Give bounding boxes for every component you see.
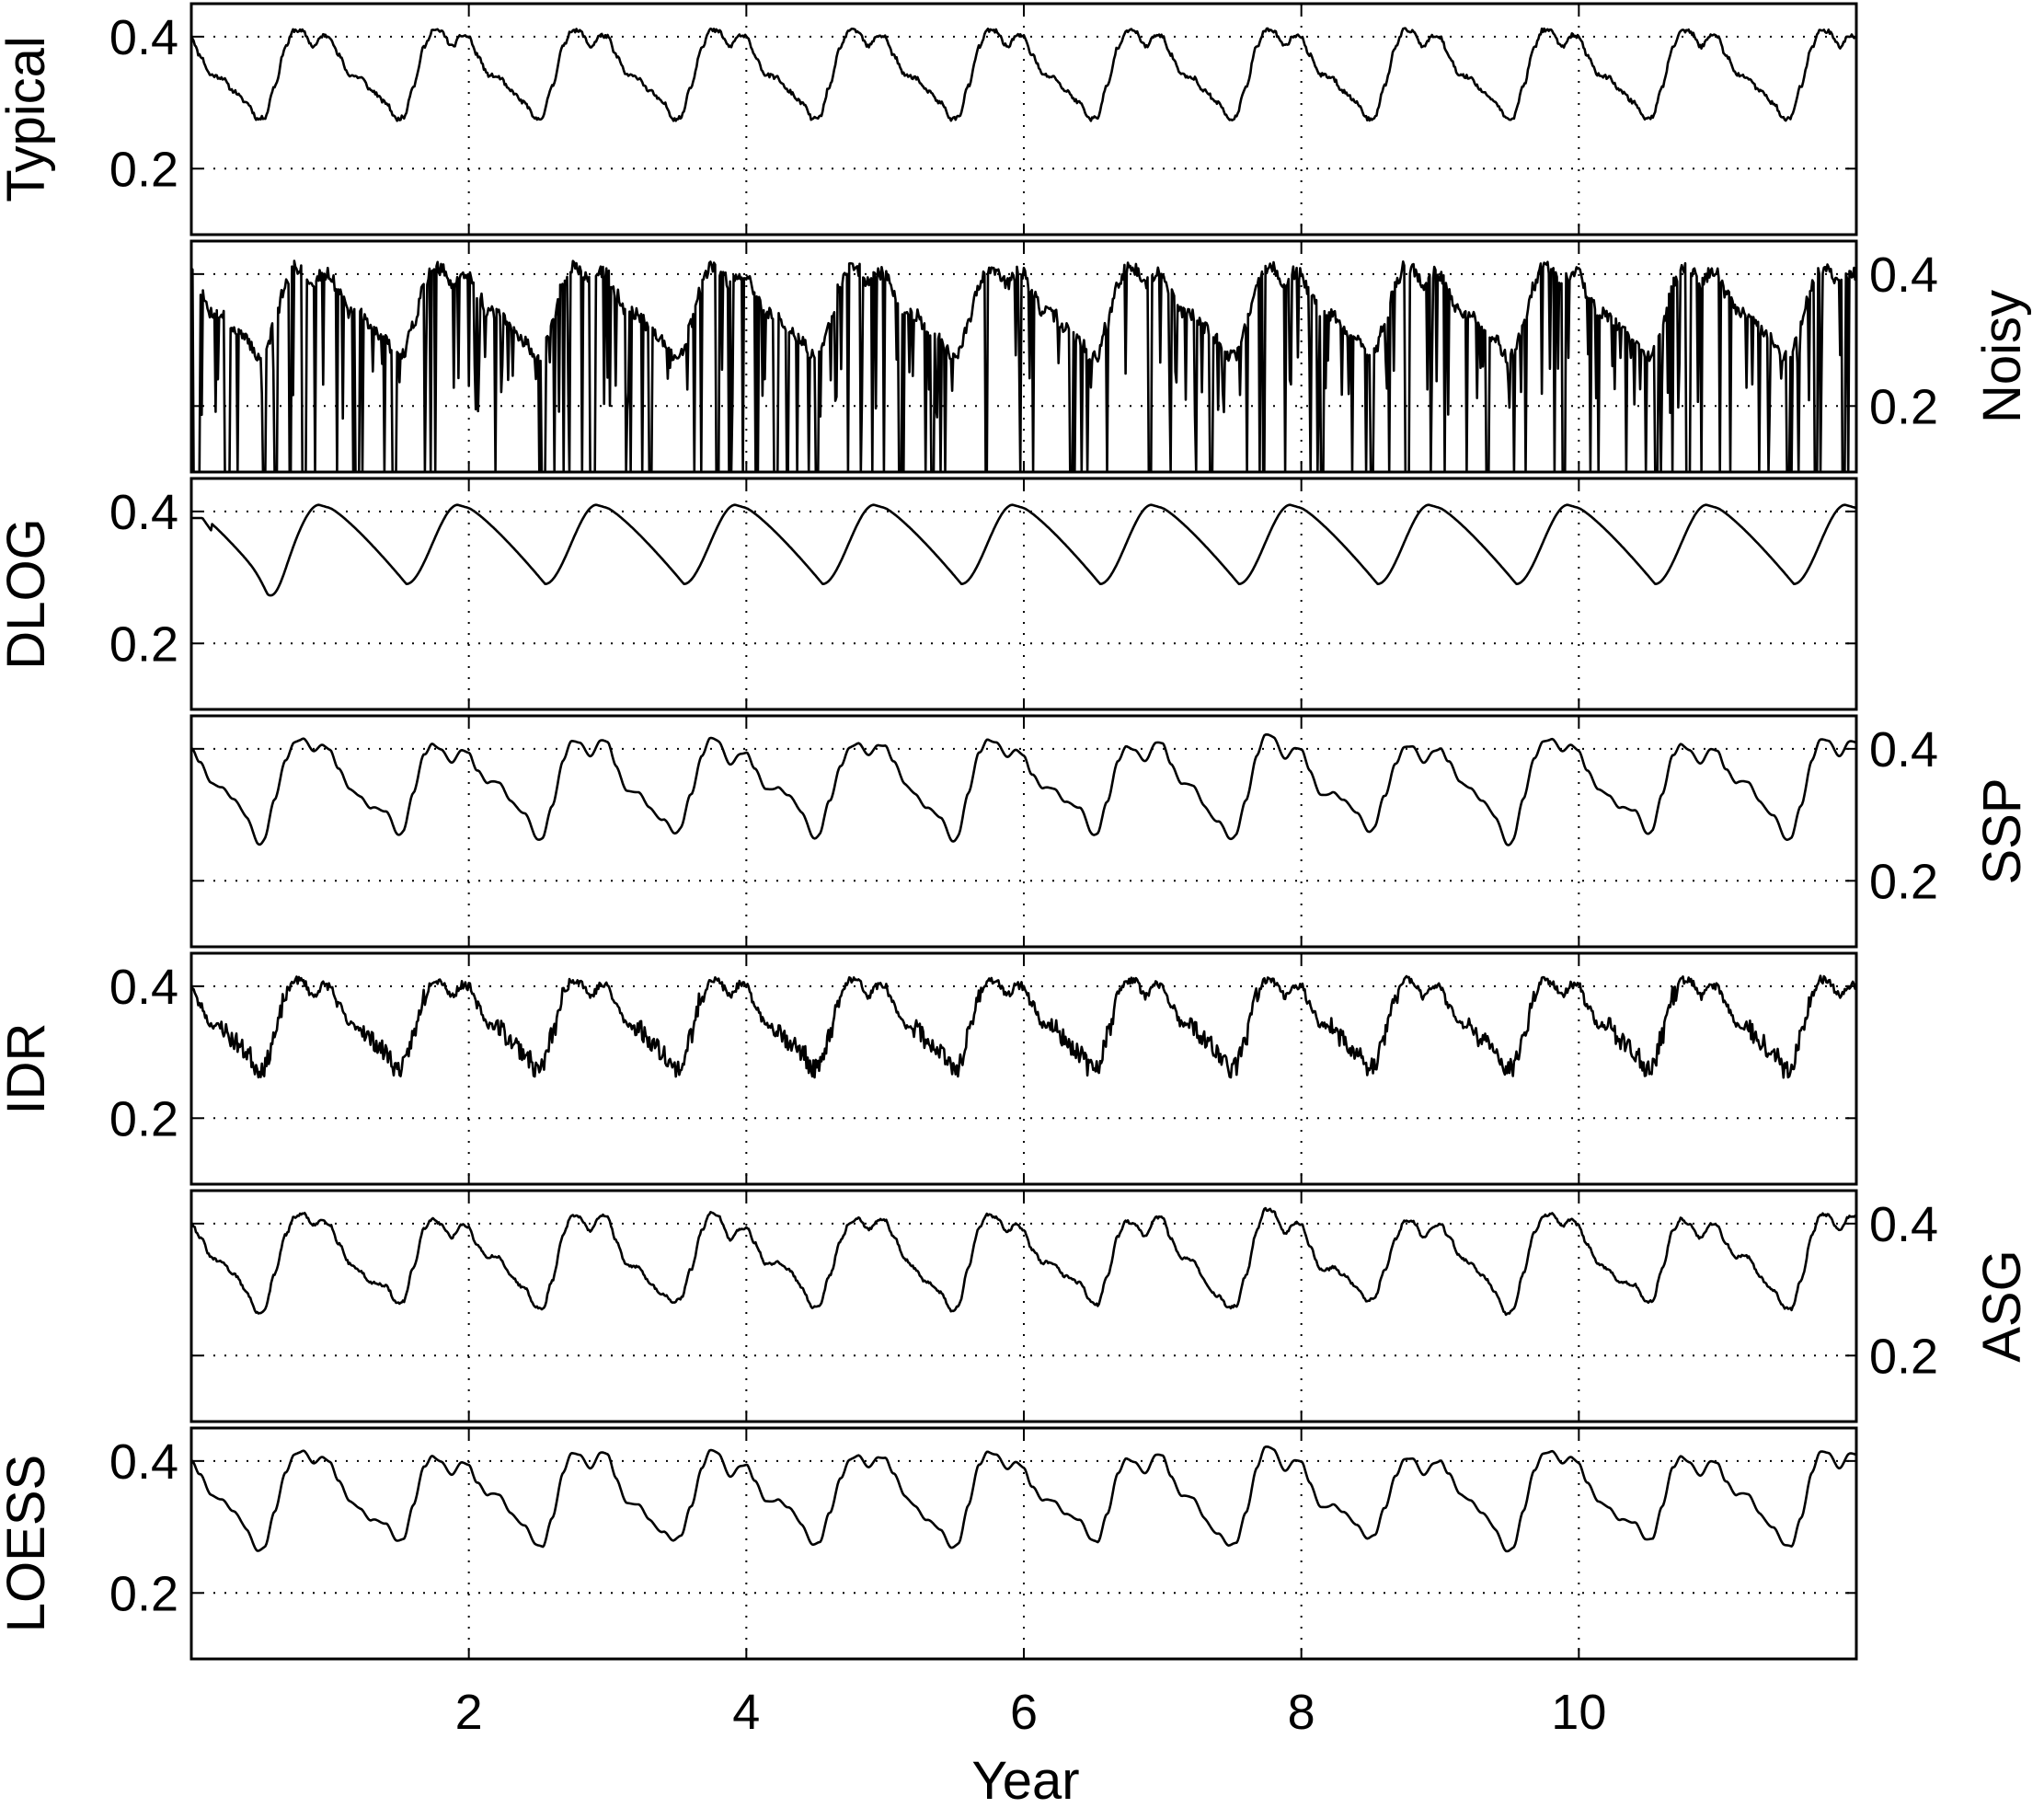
y-tick-label: 0.2 bbox=[1869, 1329, 1938, 1384]
panel-frame bbox=[189, 477, 1858, 711]
panel-frame bbox=[189, 239, 1858, 474]
y-tick-label: 0.2 bbox=[109, 1091, 178, 1146]
x-tick-label: 8 bbox=[1288, 1685, 1315, 1740]
panel-label-idr: IDR bbox=[0, 1023, 56, 1115]
x-axis: Year bbox=[971, 1751, 1079, 1808]
panel-frame bbox=[189, 714, 1858, 949]
x-tick-label: 2 bbox=[455, 1685, 483, 1740]
y-tick-label: 0.4 bbox=[109, 485, 178, 540]
chart-panels: 0.2 0.4 Typical 0.2 0.4 Noisy 0.2 0.4 DLOG 0.2 0.4… bbox=[0, 2, 2032, 1740]
panel-label-dlog: DLOG bbox=[0, 518, 56, 669]
y-tick-label: 0.4 bbox=[109, 1434, 178, 1490]
y-tick-label: 0.4 bbox=[109, 10, 178, 65]
x-tick-label: 10 bbox=[1551, 1685, 1606, 1740]
y-tick-label: 0.2 bbox=[109, 142, 178, 197]
x-axis-label: Year bbox=[971, 1751, 1079, 1808]
x-tick-label: 6 bbox=[1010, 1685, 1038, 1740]
panel-label-noisy: Noisy bbox=[1972, 290, 2032, 423]
y-tick-label: 0.4 bbox=[1869, 1197, 1938, 1252]
series-line-ssp bbox=[191, 733, 1856, 846]
panel-frame bbox=[189, 1426, 1858, 1661]
series-line-loess bbox=[191, 1445, 1856, 1553]
panel-frame bbox=[189, 1189, 1858, 1423]
panel-label-ssp: SSP bbox=[1972, 777, 2032, 884]
y-tick-label: 0.4 bbox=[1869, 248, 1938, 303]
y-tick-label: 0.2 bbox=[109, 616, 178, 672]
series-line-noisy bbox=[191, 259, 1856, 472]
series-line-dlog bbox=[191, 503, 1856, 597]
panel-frame bbox=[189, 951, 1858, 1186]
y-tick-label: 0.2 bbox=[1869, 854, 1938, 909]
series-line-asg bbox=[191, 1206, 1856, 1317]
panel-asg: 0.2 0.4 ASG bbox=[189, 1189, 2032, 1423]
panel-label-typical: Typical bbox=[0, 36, 56, 202]
panel-label-asg: ASG bbox=[1972, 1249, 2032, 1363]
y-tick-label: 0.4 bbox=[109, 960, 178, 1015]
y-tick-label: 0.4 bbox=[1869, 722, 1938, 777]
series-line-typical bbox=[191, 27, 1856, 122]
x-tick-label: 4 bbox=[732, 1685, 760, 1740]
panel-idr: 0.2 0.4 IDR bbox=[0, 951, 1858, 1186]
panel-typical: 0.2 0.4 Typical bbox=[0, 2, 1858, 236]
panel-label-loess: LOESS bbox=[0, 1455, 56, 1632]
panel-ssp: 0.2 0.4 SSP bbox=[189, 714, 2032, 949]
panel-noisy: 0.2 0.4 Noisy bbox=[189, 239, 2032, 474]
panel-dlog: 0.2 0.4 DLOG bbox=[0, 477, 1858, 711]
series-line-idr bbox=[191, 974, 1856, 1079]
y-tick-label: 0.2 bbox=[1869, 379, 1938, 434]
panel-frame bbox=[189, 2, 1858, 236]
panel-loess: 0.2 0.4 LOESS 2 4 6 8 10 bbox=[0, 1426, 1858, 1740]
y-tick-label: 0.2 bbox=[109, 1566, 178, 1621]
